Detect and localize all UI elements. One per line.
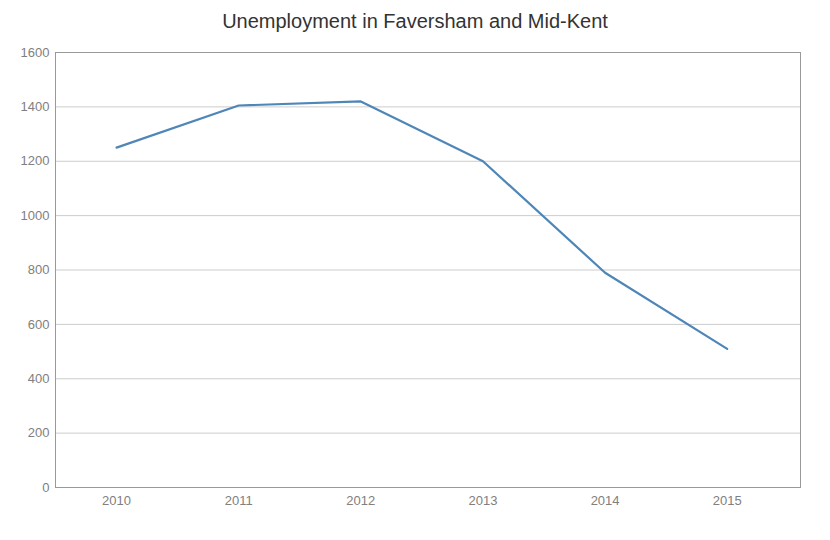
- svg-text:200: 200: [28, 425, 50, 440]
- svg-text:1200: 1200: [21, 153, 50, 168]
- svg-text:1000: 1000: [21, 208, 50, 223]
- svg-text:2014: 2014: [591, 493, 620, 508]
- svg-text:400: 400: [28, 371, 50, 386]
- svg-text:600: 600: [28, 317, 50, 332]
- svg-text:1400: 1400: [21, 99, 50, 114]
- svg-text:2011: 2011: [225, 493, 253, 508]
- svg-text:2010: 2010: [102, 493, 131, 508]
- svg-text:800: 800: [28, 262, 50, 277]
- svg-text:2013: 2013: [468, 493, 497, 508]
- svg-text:2012: 2012: [346, 493, 375, 508]
- svg-text:0: 0: [42, 480, 49, 495]
- svg-text:1600: 1600: [21, 45, 50, 60]
- html-text:Unemployment in Faversham and: Unemployment in Faversham and Mid-Kent: [222, 10, 608, 32]
- svg-text:2015: 2015: [713, 493, 742, 508]
